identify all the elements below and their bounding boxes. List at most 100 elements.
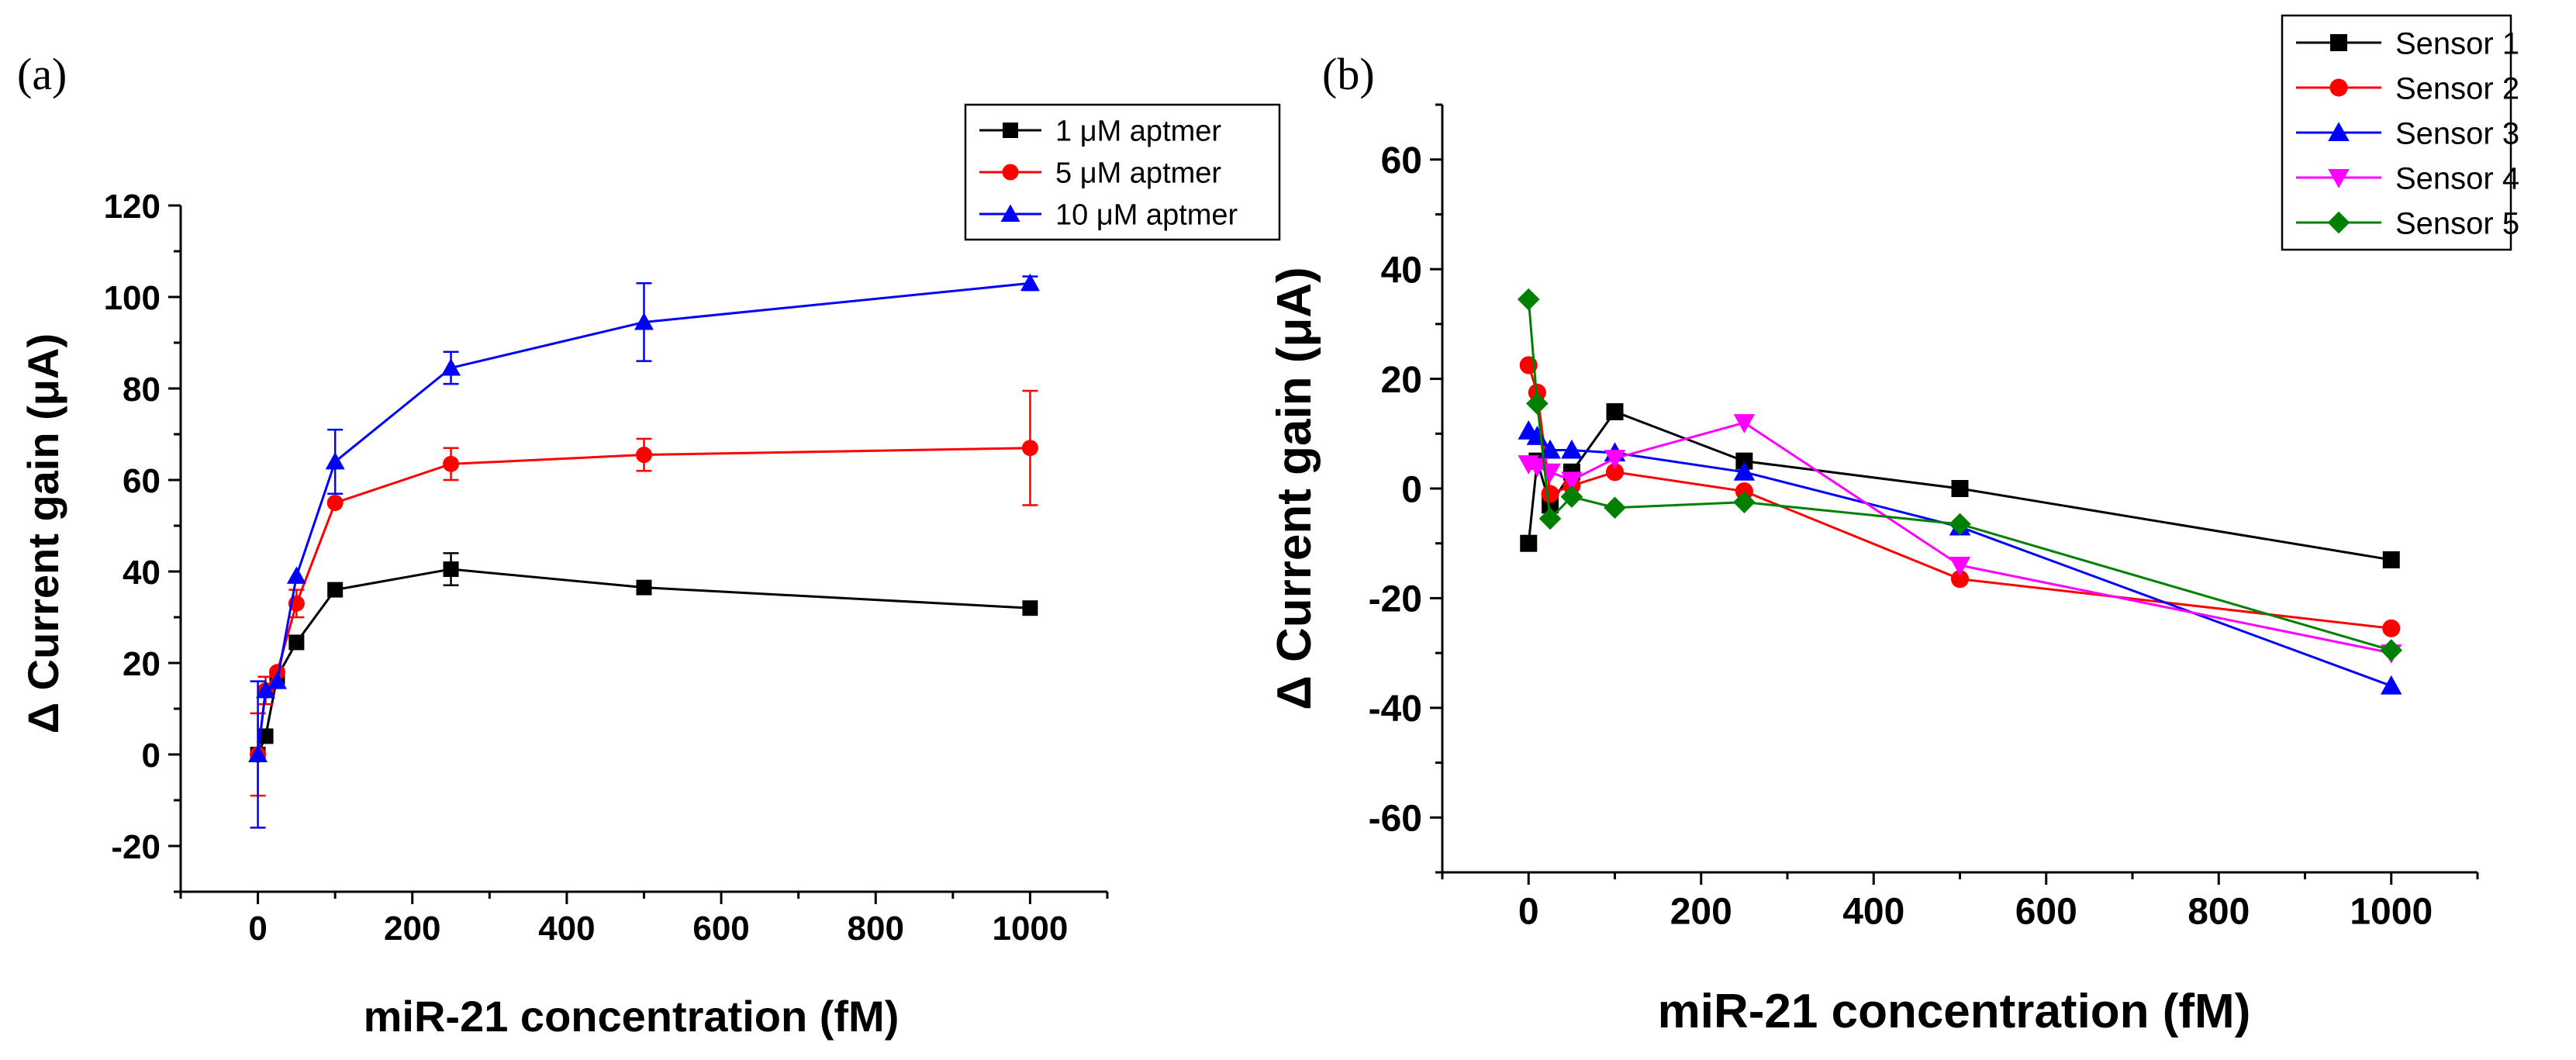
x-tick-label: 200 [1670, 891, 1732, 932]
x-tick-label: 800 [848, 910, 904, 948]
data-point [1604, 496, 1626, 520]
y-tick-label: 40 [1381, 250, 1422, 291]
legend-item: 5 μM aptmer [979, 157, 1221, 190]
data-point [267, 672, 287, 689]
data-point [2382, 619, 2401, 637]
series-group-a [248, 273, 1040, 829]
y-axis-title-a: Δ Current gain (μA) [19, 333, 67, 734]
data-point [2382, 551, 2400, 568]
panel-label-b: (b) [1322, 49, 1375, 99]
data-point [636, 579, 652, 596]
y-tick-label: 20 [123, 645, 161, 683]
y-tick-label: 60 [123, 462, 161, 500]
data-point [1526, 426, 1549, 445]
x-tick-label: 200 [384, 910, 440, 948]
legend-item: Sensor 1 [2296, 26, 2519, 60]
legend-label: Sensor 4 [2395, 161, 2519, 195]
legend-label: Sensor 2 [2395, 71, 2519, 105]
data-point [1733, 414, 1756, 433]
y-tick-label: -20 [111, 828, 161, 866]
x-tick-label: 1000 [2350, 891, 2433, 932]
legend-b: Sensor 1 Sensor 2 Sensor 3 Sensor 4 Sensor 5 [2281, 14, 2519, 251]
data-point [1022, 600, 1038, 616]
data-point [1539, 439, 1561, 459]
legend-label: Sensor 5 [2395, 206, 2519, 240]
series-1 [1520, 403, 2400, 568]
legend-marker [2327, 211, 2350, 234]
legend-label: 1 μM aptmer [1055, 116, 1221, 148]
data-point [1526, 392, 1549, 415]
tick-labels-a: 0 200 400 600 800 1000 -20 0 20 40 60 80 100 120 [104, 188, 1069, 948]
x-axis-title-a: miR-21 concentration (fM) [364, 992, 900, 1041]
x-axis-title-b: miR-21 concentration (fM) [1658, 985, 2251, 1038]
y-tick-label: 100 [104, 279, 161, 317]
y-tick-label: 80 [123, 371, 161, 409]
x-tick-label: 0 [248, 910, 267, 948]
data-point [326, 495, 344, 511]
panel-label-a: (a) [17, 49, 67, 99]
series-line [1527, 299, 2392, 652]
legend-marker [1002, 164, 1019, 181]
data-point [1951, 480, 1969, 497]
legend-a: 1 μM aptmer 5 μM aptmer 10 μM aptmer [964, 103, 1281, 241]
data-point [1020, 273, 1040, 292]
legend-label: 5 μM aptmer [1055, 157, 1221, 190]
axes-b [1430, 103, 2479, 885]
y-tick-label: 120 [104, 188, 161, 226]
data-point [2380, 639, 2403, 661]
data-point [1606, 403, 1624, 420]
x-tick-label: 1000 [992, 910, 1068, 948]
data-point [256, 680, 276, 699]
legend-label: Sensor 1 [2395, 26, 2519, 60]
legend-label: Sensor 3 [2395, 116, 2519, 150]
data-point [1733, 461, 1756, 481]
y-tick-label: -40 [1369, 689, 1422, 730]
legend-item: 1 μM aptmer [979, 116, 1221, 148]
series-5 [1517, 288, 2403, 661]
data-point [443, 561, 459, 578]
data-point [288, 634, 305, 651]
series-3 [248, 273, 1040, 829]
series-line [257, 568, 1031, 755]
data-point [1561, 471, 1583, 492]
legend-item: Sensor 2 [2296, 71, 2519, 105]
data-point [1021, 440, 1038, 457]
legend-item: Sensor 3 [2296, 116, 2519, 150]
data-point [325, 451, 345, 470]
legend-label: 10 μM aptmer [1055, 199, 1238, 232]
data-point [1735, 452, 1753, 470]
data-point [1733, 491, 1756, 513]
y-tick-label: 20 [1381, 360, 1422, 401]
y-tick-label: -20 [1369, 579, 1422, 620]
data-point [1604, 450, 1626, 469]
legend-marker [1003, 123, 1018, 138]
data-point [1949, 513, 1971, 536]
data-point [441, 357, 461, 376]
legend-marker [2328, 122, 2350, 141]
data-point [1541, 485, 1559, 503]
data-point [1560, 485, 1583, 508]
data-point [636, 447, 652, 464]
x-tick-label: 400 [538, 910, 595, 948]
legend-item: 10 μM aptmer [979, 199, 1238, 232]
data-point [1949, 557, 1971, 576]
data-point [1526, 457, 1549, 478]
data-point [1520, 534, 1538, 552]
y-tick-label: 0 [142, 737, 161, 775]
series-group-b [1517, 288, 2403, 695]
data-point [1538, 507, 1562, 530]
data-point [2381, 675, 2402, 695]
chart-panel-b: (b) 0 200 400 600 800 1000 -60 -40 -20 0 20 40 60 mi… [1268, 14, 2519, 1038]
legend-marker [2328, 169, 2350, 188]
x-tick-label: 400 [1842, 891, 1904, 932]
data-point [1950, 570, 1970, 589]
data-point [1605, 463, 1625, 482]
data-point [634, 312, 654, 330]
data-point [248, 744, 268, 762]
y-tick-label: 0 [1401, 469, 1422, 510]
series-4 [1518, 414, 2402, 664]
x-tick-label: 600 [2015, 891, 2077, 932]
y-tick-label: 40 [123, 554, 161, 592]
y-axis-title-b: Δ Current gain (μA) [1268, 267, 1321, 710]
